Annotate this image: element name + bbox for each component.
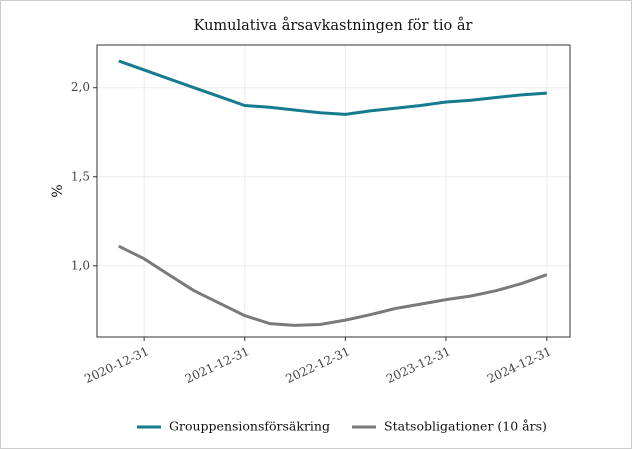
plot-area: [97, 45, 570, 337]
plot-border: [96, 44, 571, 338]
y-axis-label: %: [50, 184, 66, 197]
y-tick-label: 1,0: [71, 258, 90, 272]
series-line: [118, 59, 547, 116]
legend-label: Statsobligationer (10 års): [384, 419, 547, 434]
y-tick-label: 2,0: [71, 80, 90, 94]
chart-title: Kumulativa årsavkastningen för tio år: [194, 17, 473, 34]
series-line: [118, 244, 548, 327]
legend-label: Grouppensionsförsäkring: [169, 419, 330, 434]
y-tick-label: 1,5: [71, 169, 90, 183]
